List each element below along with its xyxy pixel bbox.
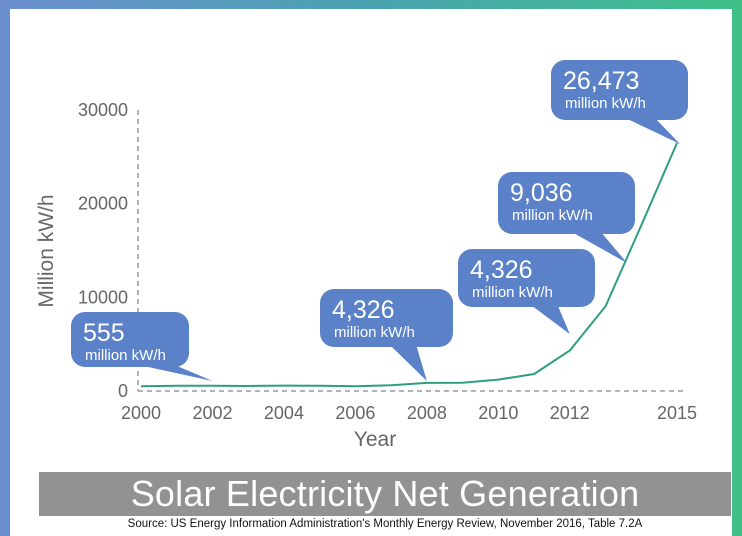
callout-unit: million kW/h [565, 95, 646, 112]
callout-value: 26,473 [563, 67, 639, 95]
callout-value: 9,036 [510, 179, 573, 207]
x-tick-label: 2015 [657, 403, 697, 423]
callout-box [71, 312, 189, 367]
chart-title: Solar Electricity Net Generation [39, 472, 731, 516]
x-tick-label: 2002 [192, 403, 232, 423]
x-axis-title: Year [354, 428, 396, 451]
callout-box [498, 172, 635, 234]
y-axis-title: Million kW/h [35, 194, 58, 307]
chart-area: 0 10000 20000 30000 2000 2002 2004 2006 2008 2010… [35, 60, 697, 451]
y-tick-label: 10000 [78, 287, 128, 307]
y-tick-label: 0 [118, 381, 128, 401]
x-tick-label: 2012 [550, 403, 590, 423]
series-line [140, 142, 678, 388]
source-note: Source: US Energy Information Administra… [127, 518, 643, 530]
callout-value: 555 [83, 319, 125, 347]
callout-box [458, 249, 595, 307]
y-tick-label: 30000 [78, 100, 128, 120]
callout-unit: million kW/h [85, 347, 166, 364]
x-tick-label: 2010 [478, 403, 518, 423]
callout-value: 4,326 [470, 256, 533, 284]
x-tick-label: 2004 [264, 403, 304, 423]
callout-pointer [387, 337, 427, 381]
x-tick-label: 2006 [335, 403, 375, 423]
y-tick-label: 20000 [78, 194, 128, 214]
x-tick-label: 2000 [121, 403, 161, 423]
callout-unit: million kW/h [334, 324, 415, 341]
callout-unit: million kW/h [512, 207, 593, 224]
callout-box [320, 289, 453, 347]
x-tick-label: 2008 [407, 403, 447, 423]
callout-value: 4,326 [332, 296, 395, 324]
chart-panel: 0 10000 20000 30000 2000 2002 2004 2006 2008 2010… [10, 9, 732, 536]
callout-box [551, 60, 688, 120]
callout-unit: million kW/h [472, 284, 553, 301]
